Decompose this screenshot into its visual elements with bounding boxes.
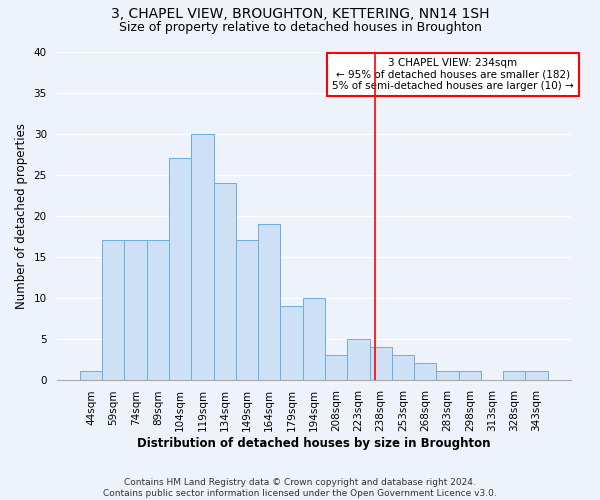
- Bar: [147, 240, 169, 380]
- Bar: [102, 240, 124, 380]
- Bar: [169, 158, 191, 380]
- Bar: [325, 355, 347, 380]
- Bar: [392, 355, 414, 380]
- Bar: [258, 224, 280, 380]
- Bar: [347, 338, 370, 380]
- Bar: [236, 240, 258, 380]
- Bar: [436, 372, 458, 380]
- Bar: [80, 372, 102, 380]
- Bar: [414, 363, 436, 380]
- Text: 3, CHAPEL VIEW, BROUGHTON, KETTERING, NN14 1SH: 3, CHAPEL VIEW, BROUGHTON, KETTERING, NN…: [111, 8, 489, 22]
- Bar: [503, 372, 526, 380]
- Bar: [458, 372, 481, 380]
- Bar: [191, 134, 214, 380]
- Bar: [370, 347, 392, 380]
- Bar: [302, 298, 325, 380]
- Y-axis label: Number of detached properties: Number of detached properties: [15, 122, 28, 308]
- Bar: [124, 240, 147, 380]
- Text: Contains HM Land Registry data © Crown copyright and database right 2024.
Contai: Contains HM Land Registry data © Crown c…: [103, 478, 497, 498]
- Text: 3 CHAPEL VIEW: 234sqm
← 95% of detached houses are smaller (182)
5% of semi-deta: 3 CHAPEL VIEW: 234sqm ← 95% of detached …: [332, 58, 574, 92]
- Bar: [526, 372, 548, 380]
- X-axis label: Distribution of detached houses by size in Broughton: Distribution of detached houses by size …: [137, 437, 491, 450]
- Text: Size of property relative to detached houses in Broughton: Size of property relative to detached ho…: [119, 21, 481, 34]
- Bar: [280, 306, 302, 380]
- Bar: [214, 182, 236, 380]
